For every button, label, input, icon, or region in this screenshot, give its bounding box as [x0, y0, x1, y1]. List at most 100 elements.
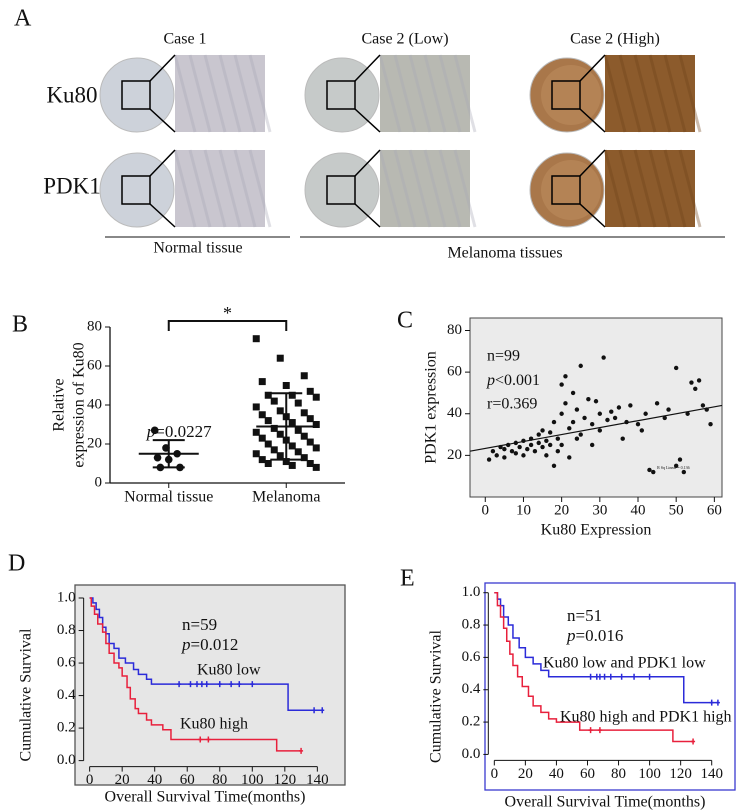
x-tick-label: 30 [592, 502, 607, 518]
zoom-texture [203, 54, 227, 133]
x-tick-label: 100 [241, 772, 264, 788]
data-point [490, 449, 496, 454]
zoom-box [326, 175, 356, 205]
data-point [525, 446, 530, 452]
survival-curve [494, 591, 694, 743]
panel-label: D [8, 551, 25, 577]
data-point [252, 335, 260, 343]
zoom-texture [618, 54, 642, 133]
y-tick-label: 0.6 [462, 649, 481, 665]
censor-mark [647, 673, 652, 680]
fit-label: R Sq Linear = 0.136 [657, 465, 690, 470]
data-point [312, 421, 320, 428]
zoom-texture [173, 54, 197, 133]
data-point [685, 411, 690, 416]
censor-mark [608, 673, 613, 680]
group-label: Melanoma tissues [447, 245, 562, 262]
panel-label: C [397, 308, 413, 334]
zoom-texture [438, 54, 462, 133]
data-point [306, 460, 314, 467]
y-tick-label: 20 [87, 435, 102, 451]
stat-italic: p [566, 626, 576, 645]
data-point [502, 446, 507, 452]
y-axis-title: Relative [51, 378, 68, 431]
x-tick-label: 120 [669, 766, 692, 782]
zoom-texture [603, 54, 627, 133]
data-point [300, 432, 308, 440]
zoom-texture [378, 149, 402, 228]
zoom-image [380, 55, 470, 132]
data-point [521, 453, 526, 458]
stat-italic: p [146, 422, 156, 441]
zoom-texture [408, 149, 432, 228]
zoom-texture [188, 54, 212, 133]
tissue-core-ring [541, 65, 601, 125]
y-axis-title: Cumulative Survival [428, 630, 445, 763]
censor-mark [312, 707, 317, 714]
zoom-image [605, 150, 695, 227]
zoom-texture [173, 149, 197, 228]
data-point [528, 442, 534, 448]
data-point [700, 403, 706, 408]
data-point [532, 449, 538, 454]
data-point [502, 455, 507, 460]
zoom-box [121, 175, 151, 205]
data-point [258, 456, 266, 464]
censor-mark [250, 681, 255, 688]
zoom-line [579, 203, 606, 228]
stat-italic: p [181, 635, 191, 654]
data-point [282, 458, 290, 466]
data-point [264, 440, 272, 448]
censor-mark [217, 681, 222, 688]
stat-label: p<0.001 [486, 372, 540, 389]
plot-background [469, 317, 723, 498]
data-point [544, 438, 549, 444]
zoom-texture [618, 149, 642, 228]
zoom-image [380, 150, 470, 227]
y-tick-label: 1.0 [57, 589, 76, 605]
zoom-line [579, 108, 606, 133]
data-point [639, 428, 645, 433]
x-tick-label: 20 [554, 502, 569, 518]
zoom-texture [648, 54, 672, 133]
panel-label: B [12, 312, 28, 338]
zoom-line [149, 108, 176, 133]
censor-mark [320, 707, 325, 714]
data-point [609, 409, 614, 414]
y-tick-label: 0.4 [57, 687, 76, 703]
data-point [544, 453, 549, 458]
x-tick-label: 40 [549, 766, 564, 782]
data-point [563, 374, 568, 379]
zoom-line [354, 203, 381, 228]
series-label: Ku80 low [197, 662, 261, 679]
data-point [555, 449, 561, 454]
y-tick-label: 60 [87, 357, 102, 373]
data-point [601, 355, 606, 360]
zoom-texture [453, 149, 477, 228]
zoom-texture [203, 149, 227, 228]
y-tick-label: 80 [447, 322, 462, 338]
zoom-texture [663, 149, 687, 228]
panel-label: A [14, 6, 32, 32]
censor-mark [237, 681, 242, 688]
data-point [620, 436, 625, 441]
data-point [593, 399, 599, 404]
data-point [300, 409, 308, 417]
y-tick-label: 0 [95, 474, 103, 490]
row-label: Ku80 [46, 82, 97, 107]
zoom-box [326, 80, 356, 110]
data-point [252, 450, 260, 458]
zoom-texture [393, 54, 417, 133]
y-tick-label: 1.0 [462, 584, 481, 600]
data-point [540, 444, 545, 450]
zoom-image [175, 55, 265, 132]
x-axis-title: Overall Survival Time(months) [505, 794, 706, 810]
stat-value: =0.012 [191, 635, 239, 654]
data-point [513, 451, 519, 456]
data-point [536, 440, 541, 446]
data-point [673, 365, 679, 371]
zoom-line [579, 149, 606, 177]
column-header: Case 2 (High) [570, 31, 660, 48]
data-point [300, 372, 308, 380]
data-point [264, 417, 272, 425]
